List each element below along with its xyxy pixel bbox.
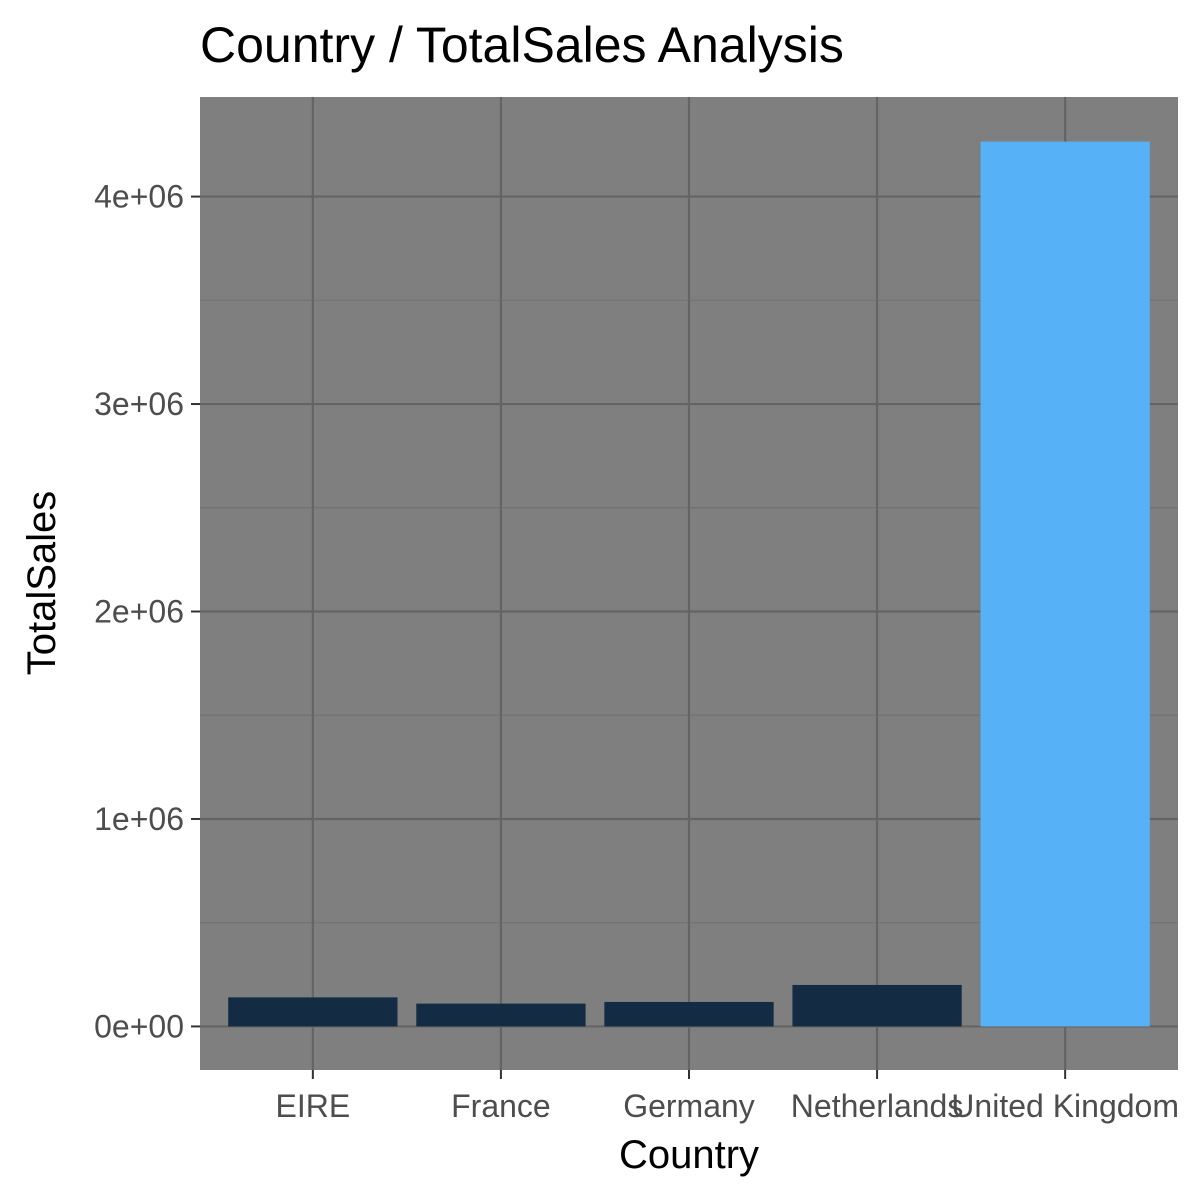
y-tick-label: 4e+06 xyxy=(94,179,184,215)
y-axis: 0e+00 1e+06 2e+06 3e+06 4e+06 xyxy=(94,179,200,1044)
bar-eire xyxy=(228,997,398,1027)
x-axis-title: Country xyxy=(619,1133,759,1177)
y-tick-label: 2e+06 xyxy=(94,594,184,630)
bar-germany xyxy=(604,1001,774,1027)
x-tick-label: Netherlands xyxy=(791,1088,964,1124)
y-tick-label: 3e+06 xyxy=(94,386,184,422)
x-tick-label: United Kingdom xyxy=(951,1088,1179,1124)
y-tick-label: 1e+06 xyxy=(94,801,184,837)
bar-netherlands xyxy=(792,984,962,1027)
y-axis-title: TotalSales xyxy=(20,491,64,676)
bar-france xyxy=(416,1003,586,1027)
chart-title: Country / TotalSales Analysis xyxy=(200,17,844,73)
bars xyxy=(228,141,1150,1027)
x-tick-label: EIRE xyxy=(276,1088,351,1124)
bar-united-kingdom xyxy=(980,141,1150,1027)
x-tick-label: Germany xyxy=(623,1088,755,1124)
x-tick-label: France xyxy=(451,1088,551,1124)
y-tick-label: 0e+00 xyxy=(94,1008,184,1044)
